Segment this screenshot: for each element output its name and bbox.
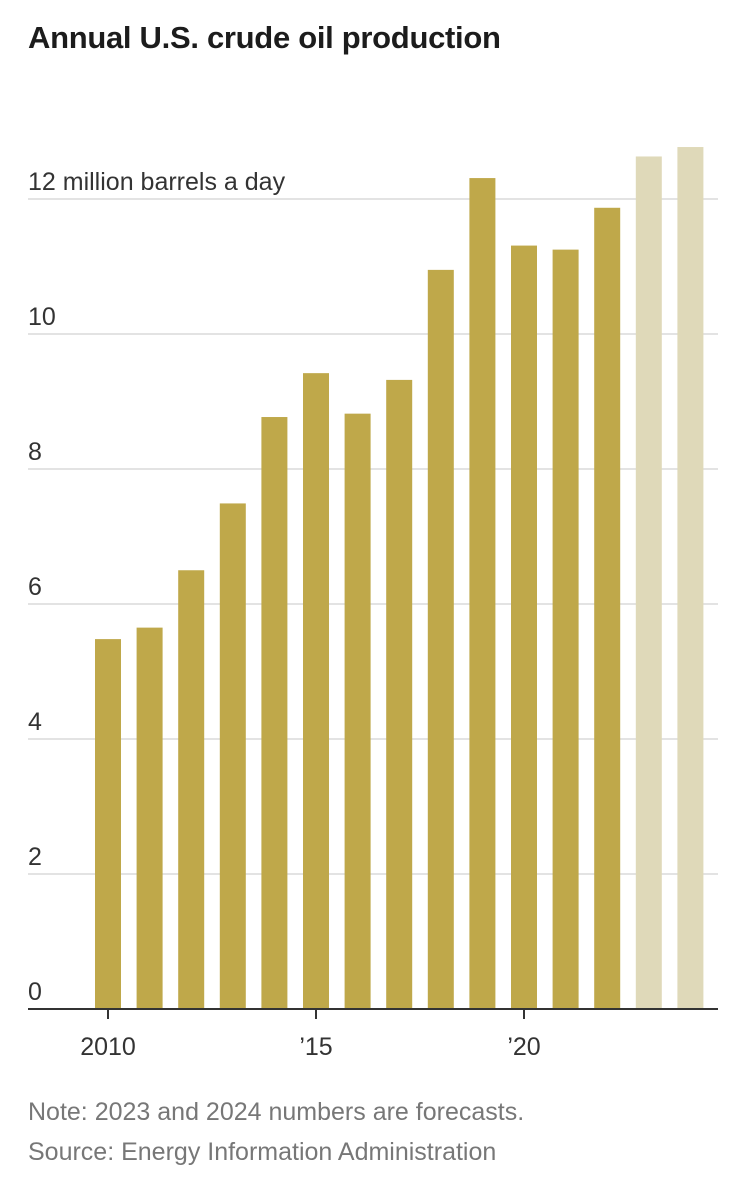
forecast-bar	[635, 156, 662, 1010]
bar	[261, 417, 288, 1009]
source-note: Source: Energy Information Administratio…	[28, 1138, 497, 1166]
bar	[219, 503, 246, 1009]
bar	[552, 249, 579, 1009]
y-tick-label: 2	[28, 843, 42, 871]
bar	[303, 373, 329, 1009]
bar-chart: 0 2 4 6 8 10 12 million barrels a day 2010 ’15 ’2…	[28, 147, 718, 1061]
x-tick-label: ’20	[507, 1033, 540, 1061]
forecast-note: Note: 2023 and 2024 numbers are forecast…	[28, 1098, 525, 1126]
bar	[178, 570, 205, 1009]
chart-notes: Note: 2023 and 2024 numbers are forecast…	[28, 1092, 524, 1172]
bar	[511, 245, 537, 1009]
y-tick-label: 8	[28, 438, 42, 466]
x-tick-label: ’15	[299, 1033, 332, 1061]
x-tick-label: 2010	[80, 1033, 136, 1061]
bar	[469, 178, 496, 1009]
bar	[95, 639, 121, 1009]
y-tick-label: 10	[28, 303, 56, 331]
y-tick-label: 6	[28, 573, 42, 601]
bar	[594, 207, 621, 1009]
bar	[427, 269, 454, 1009]
chart-title: Annual U.S. crude oil production	[28, 20, 501, 55]
bar	[344, 413, 371, 1009]
y-tick-label: 0	[28, 978, 42, 1006]
bar	[136, 627, 163, 1009]
forecast-bar	[677, 147, 704, 1009]
y-tick-label: 4	[28, 708, 42, 736]
bar	[386, 379, 413, 1009]
y-tick-label: 12 million barrels a day	[28, 168, 286, 196]
